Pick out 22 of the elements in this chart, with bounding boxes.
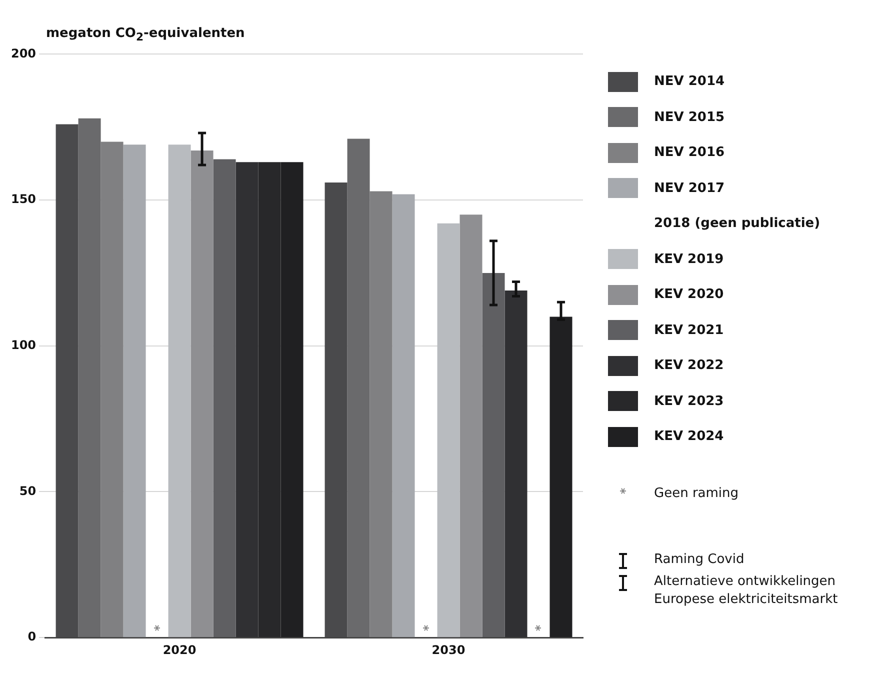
y-tick-label: 100 [10, 338, 36, 352]
legend-label: NEV 2016 [654, 145, 725, 160]
legend-label: NEV 2014 [654, 74, 725, 90]
y-axis-title: megaton CO$_{2}$-equivalenten [46, 26, 245, 44]
x-tick-label: 2030 [432, 642, 466, 657]
legend-label: NEV 2015 [654, 110, 725, 125]
x-tick-label: 2020 [162, 642, 196, 657]
legend-label: KEV 2024 [654, 429, 724, 444]
legend-label: KEV 2022 [654, 358, 724, 374]
legend-label: KEV 2020 [654, 287, 724, 302]
legend-label: KEV 2021 [654, 322, 724, 338]
legend-label: KEV 2023 [654, 394, 724, 409]
legend-label: NEV 2017 [654, 180, 725, 196]
y-tick-label: 200 [10, 46, 36, 60]
legend-label: KEV 2019 [654, 252, 724, 267]
text: 2018 (geen publicatie) [654, 216, 820, 232]
text: Alternatieve ontwikkelingen Europese elektriciteitsmarkt [654, 572, 839, 608]
y-tick-label: 150 [10, 192, 36, 206]
text: Geen raming [654, 484, 739, 502]
y-tick-label: 50 [19, 484, 36, 498]
text: Raming Covid [654, 550, 744, 568]
y-tick-label: 0 [28, 630, 36, 644]
